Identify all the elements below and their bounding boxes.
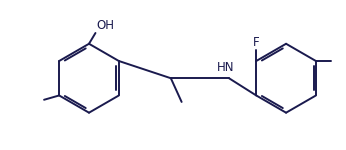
Text: F: F — [253, 36, 260, 49]
Text: HN: HN — [217, 61, 235, 74]
Text: OH: OH — [97, 19, 115, 32]
